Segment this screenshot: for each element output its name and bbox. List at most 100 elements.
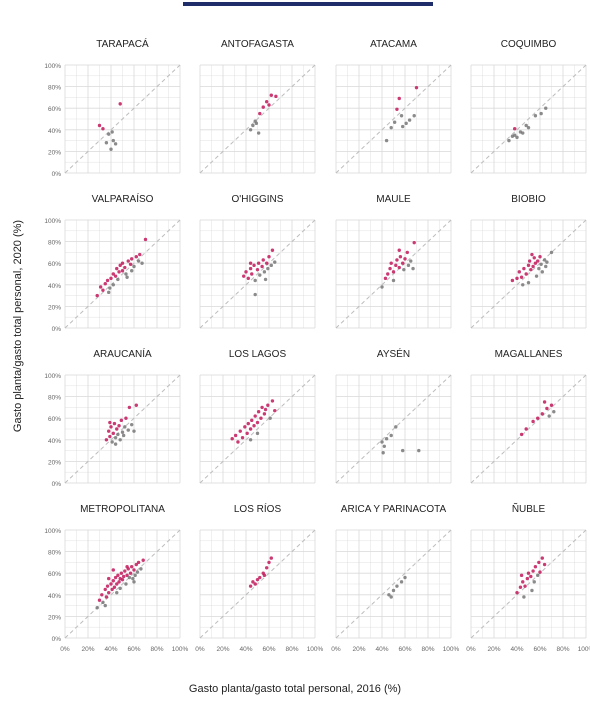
data-point: [255, 431, 260, 436]
data-point: [128, 571, 133, 575]
data-point: [552, 410, 556, 414]
diagonal-line: [64, 529, 181, 639]
x-tick-label: 80%: [556, 646, 569, 653]
data-point: [107, 576, 111, 581]
data-point: [407, 118, 412, 122]
data-point: [262, 412, 267, 416]
x-tick-label: 40%: [239, 646, 252, 653]
data-point: [253, 119, 257, 123]
data-point: [263, 407, 268, 412]
y-tick-label: 80%: [48, 550, 61, 557]
data-point: [132, 429, 136, 433]
data-point: [118, 586, 122, 591]
data-point: [105, 584, 110, 588]
y-tick-label: 40%: [48, 283, 61, 290]
data-point: [540, 556, 544, 560]
panel-title: LOS LAGOS: [229, 349, 287, 360]
data-point: [529, 574, 533, 579]
data-point: [522, 595, 526, 599]
data-point: [131, 576, 135, 581]
data-point: [140, 261, 144, 265]
data-point: [536, 259, 540, 263]
panel-title: MAULE: [376, 194, 411, 205]
y-axis-label: Gasto planta/gasto total personal, 2020 …: [12, 219, 24, 433]
data-point: [406, 263, 411, 268]
data-point: [515, 590, 519, 595]
data-point: [107, 590, 111, 595]
data-point: [134, 403, 138, 407]
data-point: [120, 430, 125, 434]
data-point: [105, 278, 110, 283]
data-point: [120, 261, 125, 265]
y-tick-label: 0%: [52, 636, 62, 643]
data-point: [118, 263, 122, 268]
data-point: [95, 293, 99, 298]
data-point: [524, 427, 528, 431]
x-tick-label: 40%: [510, 646, 523, 653]
data-point: [519, 275, 524, 279]
diagonal-line: [470, 64, 587, 174]
y-tick-label: 60%: [48, 106, 61, 113]
data-point: [270, 399, 275, 403]
data-point: [101, 288, 105, 292]
data-point: [248, 261, 253, 265]
panel-title: ARAUCANÍA: [93, 347, 152, 360]
data-point: [261, 105, 265, 109]
data-point: [412, 114, 416, 118]
data-point: [389, 261, 393, 265]
data-point: [380, 440, 384, 444]
y-tick-label: 80%: [48, 240, 61, 247]
data-point: [253, 278, 257, 283]
data-point: [238, 429, 242, 433]
data-point: [538, 570, 542, 574]
data-point: [110, 587, 114, 592]
data-point: [389, 125, 393, 130]
data-point: [115, 427, 119, 431]
data-point: [111, 579, 116, 583]
data-point: [414, 85, 419, 90]
data-point: [248, 584, 253, 588]
data-point: [130, 257, 134, 261]
data-point: [386, 272, 390, 276]
data-point: [547, 414, 551, 418]
data-point: [540, 412, 544, 416]
data-point: [119, 418, 124, 423]
data-point: [98, 285, 103, 289]
y-tick-label: 40%: [48, 438, 61, 445]
data-point: [542, 258, 547, 262]
data-point: [116, 432, 120, 437]
data-point: [253, 582, 257, 586]
data-point: [523, 584, 527, 588]
data-point: [395, 107, 399, 111]
y-tick-label: 0%: [52, 171, 62, 178]
data-point: [394, 263, 398, 268]
panel-title: ANTOFAGASTA: [221, 39, 294, 50]
x-tick-label: 0%: [60, 646, 70, 653]
data-point: [391, 270, 396, 274]
data-point: [405, 250, 409, 255]
x-tick-label: 60%: [127, 646, 140, 653]
data-point: [111, 283, 116, 287]
x-tick-label: 20%: [216, 646, 229, 653]
data-point: [127, 575, 132, 580]
data-point: [132, 264, 136, 269]
data-point: [138, 252, 142, 257]
x-tick-label: 100%: [172, 646, 189, 653]
data-point: [527, 259, 532, 263]
y-tick-label: 60%: [48, 261, 61, 268]
data-point: [388, 266, 392, 271]
header-accent-bar: [183, 2, 433, 6]
data-point: [273, 260, 277, 264]
data-point: [130, 422, 134, 427]
data-point: [530, 252, 534, 257]
data-point: [133, 573, 137, 578]
y-tick-label: 20%: [48, 459, 61, 466]
data-point: [265, 100, 269, 104]
panel-title: LOS RÍOS: [234, 502, 282, 515]
data-point: [513, 133, 517, 137]
data-point: [258, 111, 262, 116]
data-point: [250, 418, 254, 423]
data-point: [401, 261, 405, 265]
data-point: [531, 264, 535, 269]
data-point: [262, 573, 267, 578]
